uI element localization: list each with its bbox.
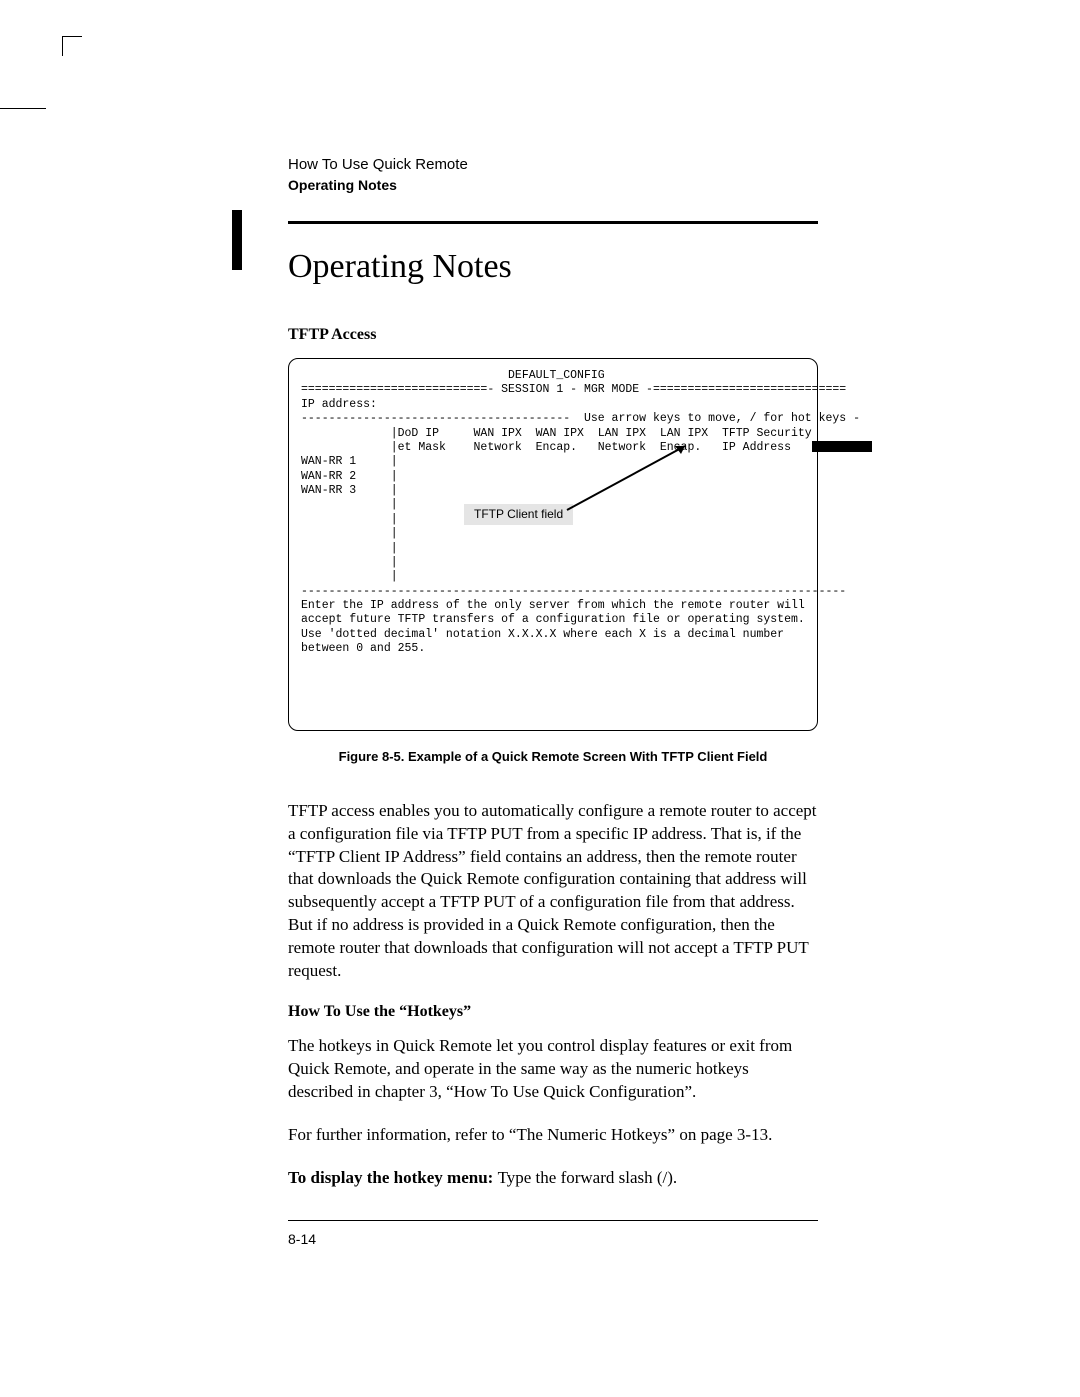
page-title: Operating Notes [288,248,818,286]
screen-hint: --------------------------------------- … [301,412,860,425]
screen-row: WAN-RR 2 | [301,470,398,483]
section-heading-hotkeys: How To Use the “Hotkeys” [288,1003,818,1021]
screen-row: WAN-RR 3 | [301,484,398,497]
screen-row: | [301,570,398,583]
body-paragraph: To display the hotkey menu: Type the for… [288,1167,818,1190]
crop-mark-corner [62,36,82,56]
screen-row: | [301,513,398,526]
terminal-screenshot: DEFAULT_CONFIG =========================… [288,358,818,731]
footer-rule [288,1220,818,1221]
callout-label: TFTP Client field [464,504,573,525]
screen-help: Use 'dotted decimal' notation X.X.X.X wh… [301,628,784,641]
screen-sep-top: ===========================- SESSION 1 -… [301,383,846,396]
inline-text: Type the forward slash (/). [498,1168,678,1187]
header-rule [288,221,818,224]
screen-row: | [301,556,398,569]
screen-row: | [301,542,398,555]
page-number: 8-14 [288,1231,818,1247]
section-marker-bar [232,210,242,270]
screen-hdr2: |et Mask Network Encap. Network Encap. I… [301,441,791,454]
tftp-field-highlight [812,441,872,452]
body-paragraph: For further information, refer to “The N… [288,1124,818,1147]
screen-hdr1: |DoD IP WAN IPX WAN IPX LAN IPX LAN IPX … [301,427,812,440]
body-paragraph: TFTP access enables you to automatically… [288,800,818,984]
running-subhead: Operating Notes [288,177,818,193]
running-head: How To Use Quick Remote [288,154,818,175]
screen-help: Enter the IP address of the only server … [301,599,805,612]
crop-mark-left [0,108,46,109]
figure-caption: Figure 8-5. Example of a Quick Remote Sc… [288,749,818,764]
screen-title: DEFAULT_CONFIG [301,369,605,382]
inline-bold: To display the hotkey menu: [288,1168,498,1187]
screen-ip-line: IP address: [301,398,377,411]
screen-help: between 0 and 255. [301,642,425,655]
screen-row: | [301,498,398,511]
section-heading-tftp: TFTP Access [288,326,818,344]
screen-sep-mid: ----------------------------------------… [301,585,846,598]
screen-row: WAN-RR 1 | [301,455,398,468]
page-content: How To Use Quick Remote Operating Notes … [288,154,818,1247]
screen-row: | [301,527,398,540]
screen-help: accept future TFTP transfers of a config… [301,613,805,626]
body-paragraph: The hotkeys in Quick Remote let you cont… [288,1035,818,1104]
